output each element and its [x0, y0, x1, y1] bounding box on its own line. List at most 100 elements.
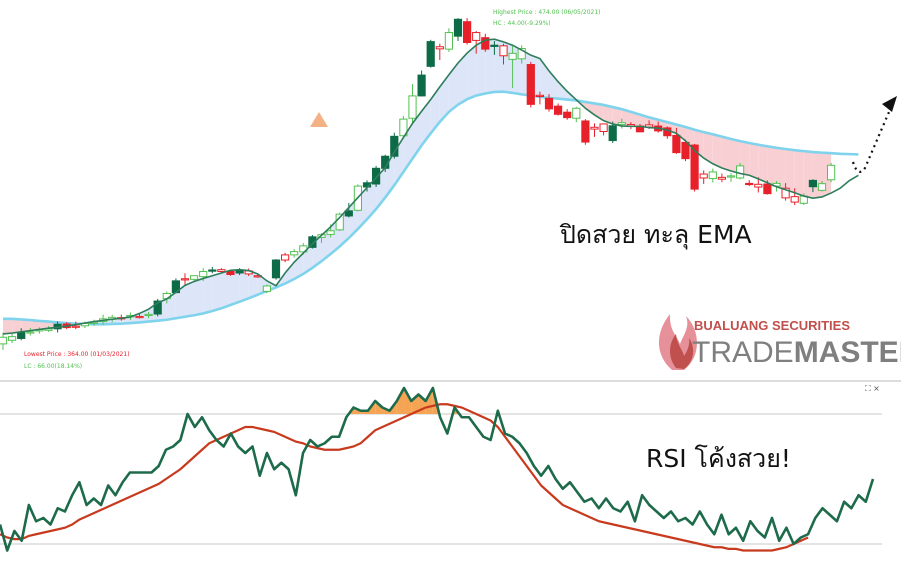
candle	[144, 311, 153, 319]
candle-body	[590, 126, 599, 130]
candle	[453, 18, 463, 41]
ema-fill-segment	[367, 177, 377, 220]
ema-fast-line	[2, 38, 859, 335]
candle-body	[281, 254, 290, 261]
ema-fill-segment	[39, 320, 49, 330]
ema-fill-segment	[612, 107, 622, 127]
ema-fill-segment	[676, 124, 686, 141]
ema-fill-segment	[621, 109, 631, 127]
candle-body	[535, 94, 544, 98]
candle-body	[690, 144, 699, 190]
candle-body	[208, 269, 217, 272]
candle-body	[153, 300, 162, 315]
candle	[808, 179, 817, 193]
ema-slow-line	[3, 90, 859, 326]
candle	[290, 249, 299, 258]
price-panel	[0, 18, 859, 350]
candle-body	[444, 32, 453, 50]
candle	[717, 173, 726, 183]
ema-fill-segment	[439, 74, 449, 122]
candle	[726, 173, 736, 182]
ema-fill-segment	[230, 269, 240, 305]
candle	[399, 116, 408, 139]
candle-body	[472, 32, 481, 41]
candle	[827, 162, 836, 183]
candle-body	[0, 336, 8, 345]
candle	[535, 91, 544, 105]
candle	[790, 188, 799, 206]
rsi-overbought-fill	[396, 388, 405, 414]
ema-fill-segment	[194, 278, 204, 316]
candle-body	[8, 336, 17, 341]
ema-fill-segment	[803, 151, 813, 199]
candle	[390, 132, 399, 159]
candle-body	[526, 64, 535, 105]
candle-body	[699, 173, 708, 179]
candle-body	[808, 179, 817, 188]
candle-body	[745, 182, 754, 186]
candle-body	[399, 118, 408, 137]
rsi-overbought-fill	[404, 388, 412, 414]
ema-fill-segment	[185, 281, 195, 317]
candle-body	[344, 210, 353, 217]
candle	[281, 252, 290, 263]
candle	[544, 94, 554, 112]
ema-fill-segment	[239, 269, 249, 302]
candle-body	[581, 120, 590, 143]
candle-body	[790, 196, 799, 203]
arrow-head-icon	[882, 96, 897, 112]
candle	[490, 40, 499, 55]
ema-fill-segment	[12, 318, 22, 334]
ema-fill-segment	[285, 262, 295, 284]
candle	[26, 327, 35, 336]
candle	[663, 126, 672, 139]
candle-body	[308, 236, 317, 248]
ema-fill-segment	[221, 270, 231, 309]
ema-fill-segment	[203, 275, 213, 314]
ema-fill-segment	[30, 320, 40, 331]
candle	[781, 183, 790, 201]
lowest-price-label: Lowest Price : 364.00 (01/03/2021)	[24, 351, 130, 358]
candle-body	[417, 74, 426, 97]
candle-body	[199, 270, 208, 278]
candle	[526, 61, 535, 108]
candle-body	[144, 313, 153, 317]
candle-body	[180, 278, 190, 281]
candle-body	[736, 165, 745, 179]
candle-body	[817, 183, 827, 191]
ema-fill-segment	[749, 142, 759, 179]
candle-body	[408, 95, 417, 119]
ema-fill-segment	[21, 319, 31, 332]
ema-fill-segment	[794, 150, 804, 197]
ema-fill-segment	[421, 99, 431, 146]
lowest-change-label: LC : 66.00(18.14%)	[24, 363, 82, 370]
ema-fill-segment	[476, 40, 486, 96]
ema-fill-segment	[758, 144, 768, 183]
candle-body	[71, 325, 80, 328]
candle	[554, 103, 563, 116]
ema-fill-segment	[731, 139, 741, 174]
panel-controls[interactable]: ⛶ ×	[864, 384, 880, 393]
candle-body	[554, 105, 563, 115]
candle-body	[517, 48, 526, 60]
candle-body	[608, 125, 617, 142]
candle	[517, 45, 526, 64]
candle-body	[17, 331, 26, 339]
candle	[690, 143, 699, 192]
candle-body	[572, 107, 581, 119]
rsi-comment: RSI โค้งสวย!	[646, 444, 791, 473]
candle	[499, 43, 508, 65]
highest-price-label: Highest Price : 474.00 (06/05/2021)	[493, 9, 601, 16]
candle-body	[190, 275, 199, 280]
candle-body	[490, 44, 499, 47]
candle-body	[544, 97, 554, 110]
candle	[153, 298, 162, 317]
ema-fill-segment	[812, 152, 822, 199]
ema-fill-segment	[558, 81, 568, 100]
ema-fill-segment	[212, 273, 222, 312]
candle-body	[717, 176, 726, 180]
ema-fill-segment	[630, 111, 640, 127]
candle	[344, 203, 353, 218]
price-comment: ปิดสวย ทะลุ EMA	[559, 220, 751, 250]
